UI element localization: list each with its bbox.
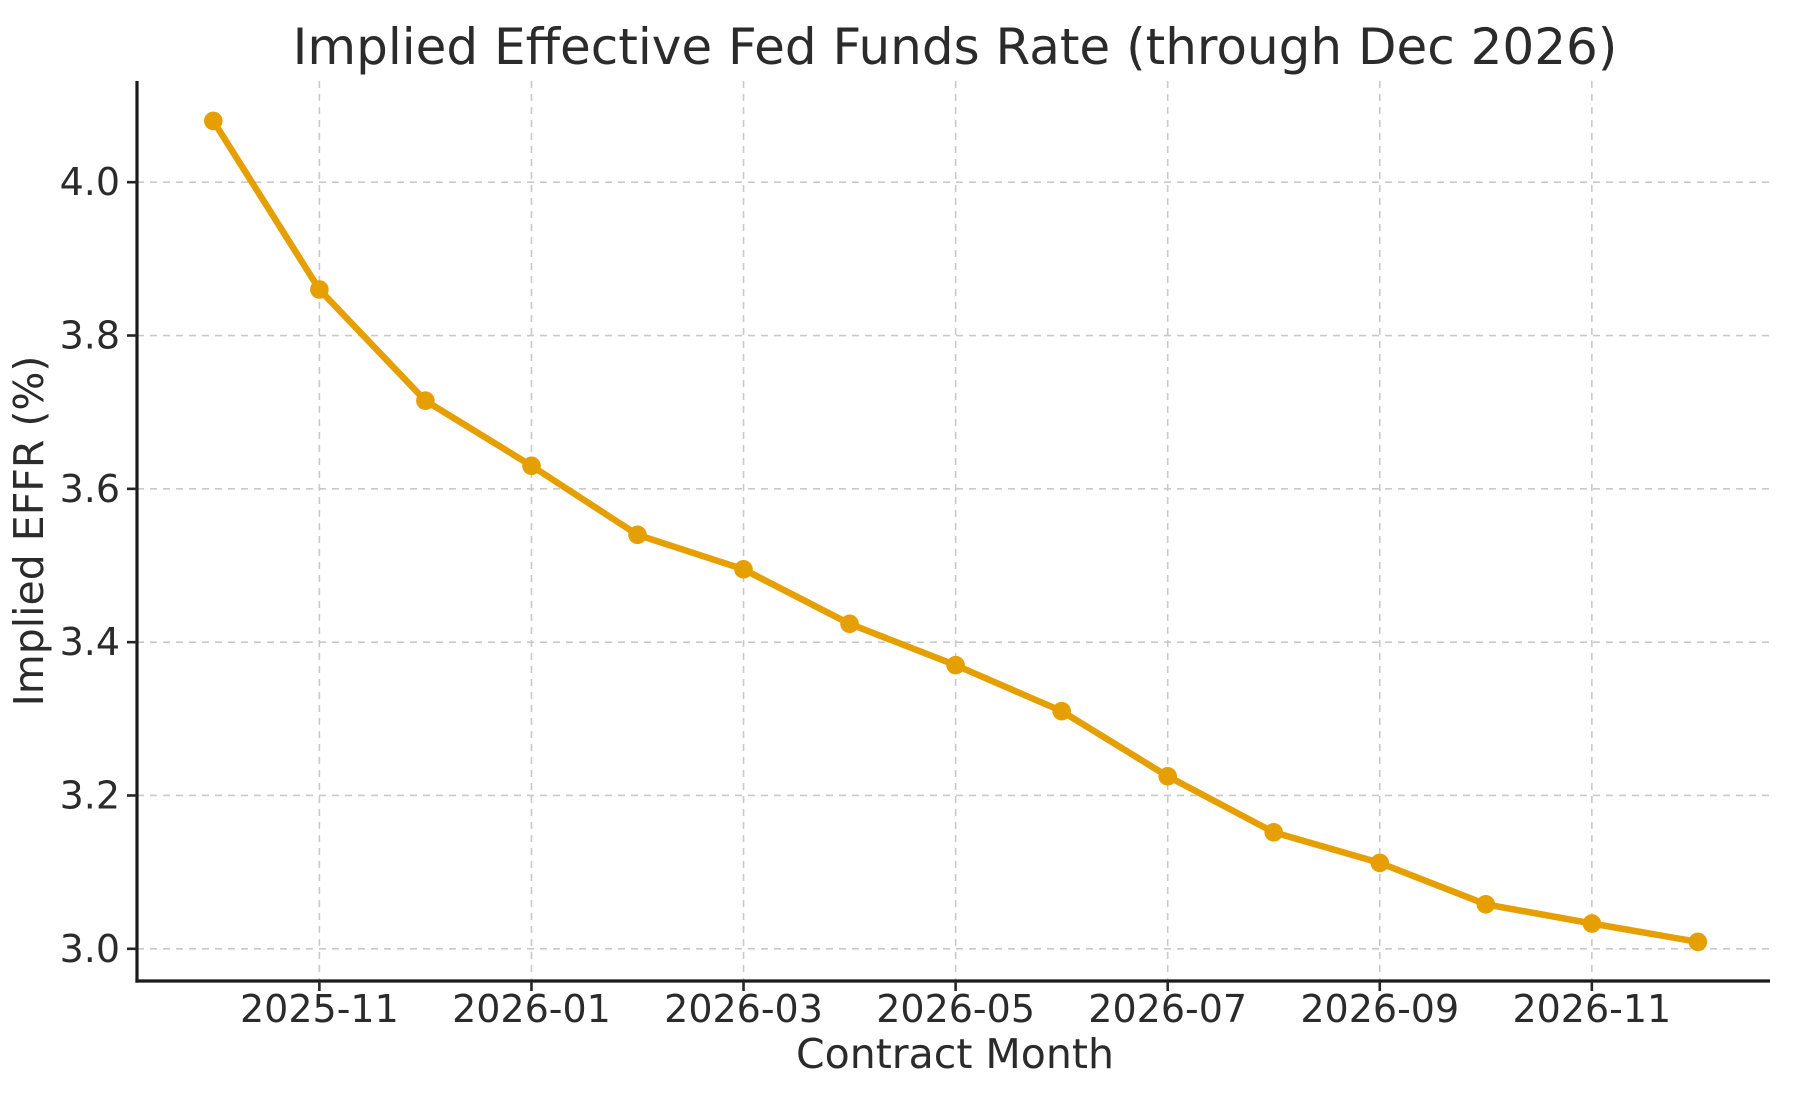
x-tick-label: 2025-11 (240, 987, 399, 1031)
x-tick-label: 2026-09 (1300, 987, 1459, 1031)
tick-labels: 2025-11 2026-01 2026-03 2026-05 2026-07 2026-… (60, 160, 1672, 1031)
data-point-marker (734, 560, 753, 579)
y-axis-label: Implied EFFR (%) (5, 356, 53, 707)
data-point-marker (1158, 767, 1177, 786)
data-point-marker (1264, 823, 1283, 842)
x-tick-label: 2026-11 (1512, 987, 1671, 1031)
effr-series (204, 111, 1708, 952)
effr-line (210, 117, 1702, 946)
x-tick-label: 2026-07 (1088, 987, 1247, 1031)
axes (127, 81, 1770, 991)
y-tick-label: 3.6 (60, 467, 120, 511)
x-tick-label: 2026-01 (452, 987, 611, 1031)
data-point-marker (628, 525, 647, 545)
data-point-marker (204, 111, 223, 131)
data-point-marker (310, 280, 329, 299)
data-point-marker (416, 391, 435, 411)
y-tick-label: 3.8 (60, 314, 120, 358)
data-point-marker (1476, 895, 1496, 914)
data-point-marker (1370, 853, 1390, 873)
data-point-marker (522, 456, 541, 476)
x-tick-label: 2026-05 (876, 987, 1035, 1031)
data-point-marker (946, 655, 965, 675)
x-axis-label: Contract Month (796, 1030, 1114, 1078)
x-tick-label: 2026-03 (664, 987, 823, 1031)
y-tick-label: 3.4 (60, 620, 120, 664)
y-tick-label: 3.0 (60, 927, 120, 971)
gridlines (137, 81, 1770, 981)
data-point-marker (840, 614, 859, 634)
chart-title: Implied Effective Fed Funds Rate (throug… (293, 18, 1618, 76)
data-point-marker (1582, 914, 1602, 933)
data-point-marker (1052, 701, 1071, 721)
y-tick-label: 3.2 (60, 773, 120, 817)
data-point-marker (1688, 932, 1708, 952)
y-tick-label: 4.0 (60, 160, 120, 204)
